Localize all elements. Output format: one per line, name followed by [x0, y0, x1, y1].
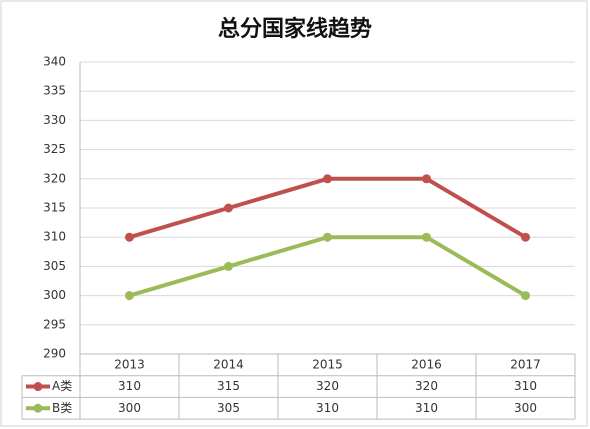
y-tick-label: 340 [43, 55, 66, 69]
x-tick-label: 2014 [213, 357, 244, 371]
legend-label: A类 [52, 379, 72, 393]
y-tick-label: 320 [43, 171, 66, 185]
point [323, 232, 332, 242]
x-tick-label: 2015 [312, 357, 343, 371]
table-value: 320 [415, 379, 438, 393]
legend-marker [33, 403, 43, 413]
x-tick-label: 2017 [510, 357, 541, 371]
table-value: 300 [514, 401, 537, 415]
point [224, 203, 233, 213]
point [521, 232, 530, 242]
y-tick-label: 325 [43, 142, 66, 156]
point [323, 174, 332, 184]
y-tick-label: 290 [43, 347, 66, 361]
point [521, 291, 530, 301]
legend-label: B类 [52, 401, 72, 415]
table-value: 310 [514, 379, 537, 393]
table-value: 305 [217, 401, 240, 415]
point [422, 174, 431, 184]
y-tick-label: 330 [43, 113, 66, 127]
y-tick-label: 315 [43, 201, 66, 215]
x-tick-label: 2016 [411, 357, 442, 371]
y-tick-label: 300 [43, 288, 66, 302]
point [422, 232, 431, 242]
y-tick-label: 310 [43, 230, 66, 244]
point [125, 232, 134, 242]
point [224, 261, 233, 271]
y-tick-label: 295 [43, 317, 66, 331]
table-value: 320 [316, 379, 339, 393]
y-tick-label: 305 [43, 259, 66, 273]
legend-marker [33, 382, 43, 392]
point [125, 291, 134, 301]
table-value: 310 [415, 401, 438, 415]
table-value: 300 [118, 401, 141, 415]
x-tick-label: 2013 [114, 357, 145, 371]
chart-title: 总分国家线趋势 [218, 16, 372, 42]
table-value: 310 [316, 401, 339, 415]
y-tick-label: 335 [43, 84, 66, 98]
table-value: 315 [217, 379, 240, 393]
table-value: 310 [118, 379, 141, 393]
